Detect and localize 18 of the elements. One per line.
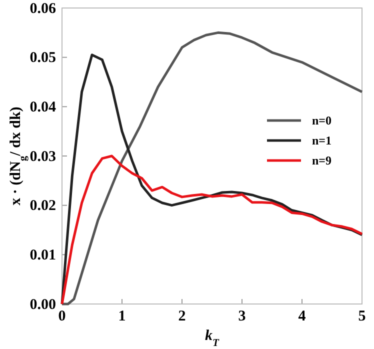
y-tick-label: 0.06 xyxy=(30,0,56,17)
x-tick-label: 0 xyxy=(58,308,66,325)
y-tick-label: 0.03 xyxy=(30,148,56,165)
x-tick-label: 5 xyxy=(358,308,366,325)
legend-label: n=9 xyxy=(312,154,332,168)
y-tick-label: 0.00 xyxy=(30,296,56,313)
legend-label: n=0 xyxy=(312,114,332,128)
y-tick-label: 0.04 xyxy=(30,99,56,116)
x-tick-label: 4 xyxy=(298,308,306,325)
x-tick-label: 3 xyxy=(238,308,246,325)
x-tick-label: 1 xyxy=(118,308,126,325)
y-tick-label: 0.02 xyxy=(30,198,56,214)
legend-label: n=1 xyxy=(312,134,332,148)
line-series xyxy=(60,154,364,306)
y-tick-label: 0.05 xyxy=(30,50,56,66)
x-axis-title: k$_{T}$ xyxy=(205,328,220,348)
y-tick-label: 0.01 xyxy=(30,247,56,264)
x-tick-label: 2 xyxy=(178,308,186,325)
